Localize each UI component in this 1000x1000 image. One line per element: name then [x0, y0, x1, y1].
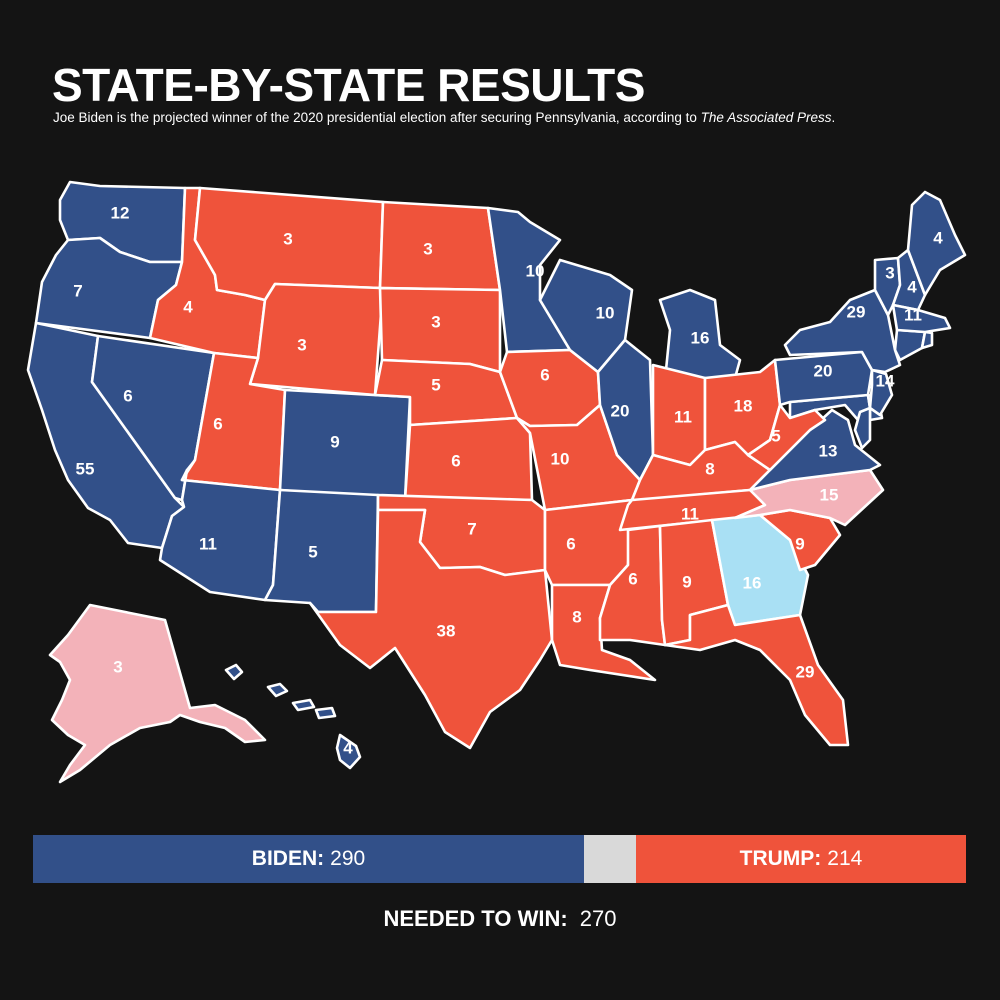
- electoral-votes-label-mi: 16: [691, 328, 710, 347]
- needed-to-win-value: 270: [579, 906, 617, 931]
- state-tx: [308, 508, 554, 750]
- electoral-votes-label-mt: 3: [283, 229, 292, 248]
- electoral-votes-label-nd: 3: [423, 239, 432, 258]
- electoral-votes-label-wy: 3: [297, 335, 306, 354]
- state-nm: [263, 488, 380, 614]
- subtitle-source: The Associated Press: [700, 110, 832, 125]
- electoral-votes-label-ia: 6: [540, 365, 549, 384]
- state-co: [278, 388, 412, 502]
- trump-tally-label: TRUMP:: [739, 847, 822, 870]
- needed-to-win: NEEDED TO WIN: 270: [0, 906, 1000, 932]
- electoral-votes-label-id: 4: [183, 297, 193, 316]
- undecided-tally-segment: [584, 835, 636, 883]
- biden-tally-label: BIDEN:: [251, 847, 325, 870]
- state-fl: [663, 603, 850, 747]
- maryland-eastern-shore: [853, 406, 872, 450]
- biden-tally-segment: BIDEN: 290: [33, 835, 584, 883]
- electoral-votes-label-wv: 5: [771, 426, 780, 445]
- electoral-votes-label-hi: 4: [343, 738, 353, 757]
- electoral-votes-label-ne: 5: [431, 375, 440, 394]
- electoral-votes-label-vt: 3: [885, 263, 894, 282]
- state-hi: [335, 733, 362, 770]
- page-subtitle: Joe Biden is the projected winner of the…: [53, 110, 835, 125]
- electoral-votes-label-tx: 38: [437, 621, 456, 640]
- subtitle-end: .: [831, 110, 836, 125]
- hawaii-kauai-island: [224, 663, 244, 681]
- hawaii-molokai-island: [291, 698, 316, 712]
- electoral-votes-label-or: 7: [73, 281, 82, 300]
- electoral-votes-label-ca: 55: [76, 459, 95, 478]
- hawaii-maui-island: [314, 706, 337, 720]
- state-wy: [248, 282, 384, 397]
- state-nj: [868, 368, 894, 417]
- needed-to-win-label: NEEDED TO WIN:: [383, 906, 568, 931]
- electoral-votes-label-wa: 12: [111, 203, 130, 222]
- state-ak: [48, 603, 267, 784]
- electoral-votes-label-ma: 11: [904, 305, 922, 324]
- electoral-votes-label-ms: 6: [628, 569, 637, 588]
- electoral-votes-label-me: 4: [933, 228, 943, 247]
- biden-tally-votes: 290: [330, 847, 366, 870]
- electoral-tally-bar: BIDEN: 290 TRUMP: 214: [33, 835, 966, 883]
- trump-tally-votes: 214: [827, 847, 863, 870]
- state-ct: [893, 328, 927, 362]
- electoral-votes-label-va: 13: [819, 441, 838, 460]
- electoral-votes-label-nh: 4: [907, 277, 917, 296]
- electoral-votes-label-sd: 3: [431, 312, 440, 331]
- state-mi: [658, 288, 742, 382]
- subtitle-text: Joe Biden is the projected winner of the…: [53, 110, 701, 125]
- page-title: STATE-BY-STATE RESULTS: [52, 59, 645, 111]
- trump-tally-segment: TRUMP: 214: [636, 835, 966, 883]
- electoral-votes-label-tn: 11: [681, 504, 699, 523]
- electoral-votes-label-ks: 6: [451, 451, 460, 470]
- electoral-votes-label-ar: 6: [566, 534, 575, 553]
- state-ri: [920, 330, 934, 350]
- electoral-votes-label-ak: 3: [113, 657, 122, 676]
- state-va: [748, 408, 882, 492]
- state-ny: [783, 288, 902, 374]
- electoral-votes-label-in: 11: [674, 407, 692, 426]
- electoral-votes-label-nc: 15: [820, 485, 839, 504]
- electoral-votes-label-ky: 8: [705, 459, 714, 478]
- electoral-votes-label-il: 20: [611, 401, 630, 420]
- electoral-votes-label-ga: 16: [743, 573, 762, 592]
- electoral-votes-label-nj: 14: [876, 371, 895, 390]
- electoral-votes-label-sc: 9: [795, 534, 804, 553]
- electoral-votes-label-la: 8: [572, 607, 581, 626]
- state-me: [906, 190, 967, 297]
- electoral-votes-label-mo: 10: [551, 449, 570, 468]
- electoral-votes-label-ny: 29: [847, 302, 866, 321]
- electoral-votes-label-co: 9: [330, 432, 339, 451]
- state-wv: [746, 403, 827, 472]
- state-nd: [378, 200, 502, 292]
- electoral-votes-label-ut: 6: [213, 414, 222, 433]
- electoral-votes-label-al: 9: [682, 572, 691, 591]
- electoral-votes-label-pa: 20: [814, 361, 833, 380]
- electoral-votes-label-nv: 6: [123, 386, 132, 405]
- electoral-votes-label-mn: 10: [526, 261, 545, 280]
- electoral-votes-label-ok: 7: [467, 519, 476, 538]
- state-ma: [891, 303, 952, 334]
- electoral-votes-label-fl: 29: [796, 662, 815, 681]
- electoral-votes-label-nm: 5: [308, 542, 317, 561]
- electoral-votes-label-az: 11: [199, 534, 217, 553]
- electoral-votes-label-oh: 18: [734, 396, 753, 415]
- state-ks: [403, 416, 534, 502]
- state-ar: [543, 498, 634, 587]
- hawaii-oahu-island: [266, 682, 289, 698]
- electoral-votes-label-wi: 10: [596, 303, 615, 322]
